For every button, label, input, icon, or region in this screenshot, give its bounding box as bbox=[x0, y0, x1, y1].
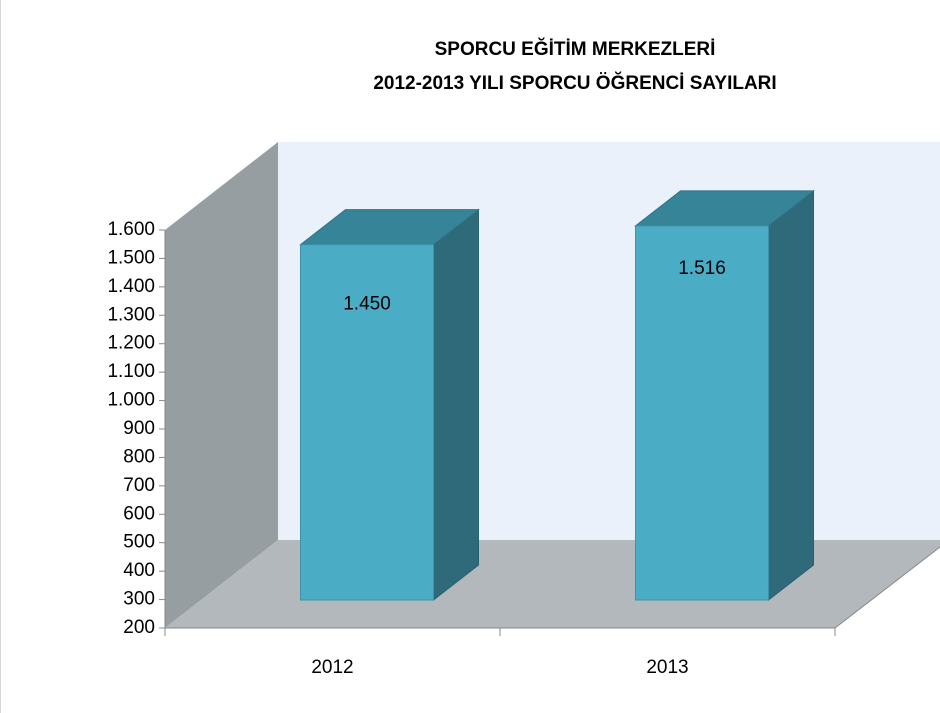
bar-front bbox=[300, 244, 434, 601]
bar-front bbox=[635, 225, 769, 601]
floor-edge bbox=[834, 546, 940, 629]
y-tick-label: 1.300 bbox=[107, 304, 155, 325]
y-tick-label: 400 bbox=[123, 560, 155, 581]
value-label: 1.450 bbox=[343, 294, 391, 315]
y-tick-label: 1.100 bbox=[107, 361, 155, 382]
side-wall bbox=[165, 142, 278, 628]
x-tick-label: 2012 bbox=[311, 657, 353, 678]
x-tick-label: 2013 bbox=[646, 657, 688, 678]
chart-subtitle: 2012-2013 YILI SPORCU ÖĞRENCİ SAYILARI bbox=[373, 72, 776, 94]
y-tick-label: 700 bbox=[123, 475, 155, 496]
chart-title: SPORCU EĞİTİM MERKEZLERİ bbox=[435, 38, 716, 60]
y-tick-label: 600 bbox=[123, 503, 155, 524]
y-tick-label: 300 bbox=[123, 589, 155, 610]
bar bbox=[634, 189, 815, 602]
y-tick-label: 900 bbox=[123, 418, 155, 439]
y-tick-label: 1.600 bbox=[107, 219, 155, 240]
floor bbox=[165, 540, 940, 628]
value-label: 1.516 bbox=[678, 258, 726, 279]
bar-side bbox=[768, 189, 814, 602]
y-tick-label: 1.000 bbox=[107, 390, 155, 411]
y-tick-label: 1.400 bbox=[107, 276, 155, 297]
y-tick-label: 800 bbox=[123, 446, 155, 467]
y-tick-label: 1.200 bbox=[107, 333, 155, 354]
y-tick-label: 500 bbox=[123, 532, 155, 553]
bar bbox=[299, 208, 480, 602]
y-tick-label: 1.500 bbox=[107, 247, 155, 268]
bar-side bbox=[433, 208, 479, 602]
y-tick-label: 200 bbox=[123, 617, 155, 638]
